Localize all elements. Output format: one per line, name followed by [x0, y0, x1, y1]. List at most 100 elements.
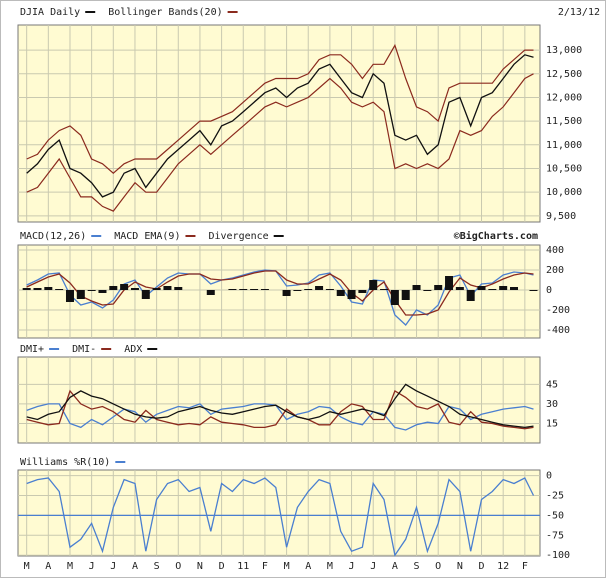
divergence-bar	[510, 287, 519, 290]
series-line	[26, 389, 534, 430]
x-tick-label: J	[370, 561, 376, 572]
x-tick-label: N	[197, 561, 203, 572]
x-tick-label: A	[45, 561, 51, 572]
band-line	[26, 43, 534, 174]
y-tick-label: 10,500	[546, 163, 582, 174]
divergence-bar	[434, 285, 443, 290]
divergence-bar	[109, 286, 118, 290]
divergence-bar	[98, 290, 107, 293]
divergence-bar	[87, 290, 96, 291]
x-tick-label: 11	[237, 561, 249, 572]
plot-area	[17, 24, 541, 223]
x-tick-label: S	[414, 561, 420, 572]
x-tick-label: O	[175, 561, 181, 572]
series-line	[26, 54, 534, 198]
y-tick-label: 11,500	[546, 116, 582, 127]
y-tick-label: 400	[546, 245, 564, 256]
y-tick-label: -25	[546, 490, 564, 501]
divergence-bar	[445, 276, 454, 290]
divergence-bar	[336, 290, 345, 296]
divergence-bar	[130, 288, 139, 290]
x-tick-label: J	[349, 561, 355, 572]
x-tick-label: F	[522, 561, 528, 572]
divergence-bar	[466, 290, 475, 301]
y-tick-label: 200	[546, 265, 564, 276]
divergence-bar	[380, 289, 389, 290]
divergence-bar	[529, 290, 538, 291]
plot-area	[17, 469, 541, 557]
divergence-bar	[390, 290, 399, 305]
divergence-bar	[282, 290, 291, 296]
legend-label: Williams %R(10)	[20, 457, 110, 468]
y-tick-label: 13,000	[546, 45, 582, 56]
date-label: 2/13/12	[558, 7, 600, 18]
credit: ©BigCharts.com	[454, 230, 538, 242]
divergence-bar	[141, 290, 150, 299]
divergence-bar	[152, 288, 161, 290]
divergence-bar	[260, 289, 269, 290]
divergence-bar	[163, 286, 172, 290]
x-tick-label: M	[284, 561, 290, 572]
y-tick-label: -400	[546, 325, 570, 336]
y-tick-label: 12,500	[546, 69, 582, 80]
divergence-bar	[347, 290, 356, 299]
band-line	[26, 73, 534, 212]
y-tick-label: 30	[546, 399, 558, 410]
x-tick-label: A	[132, 561, 138, 572]
x-tick-label: M	[67, 561, 73, 572]
x-tick-label: A	[305, 561, 311, 572]
divergence-bar	[120, 284, 129, 290]
x-tick-label: N	[457, 561, 463, 572]
x-tick-label: O	[435, 561, 441, 572]
x-tick-label: F	[262, 561, 268, 572]
x-tick-label: A	[392, 561, 398, 572]
legend-label: MACD(12,26)	[20, 231, 86, 242]
y-tick-label: 0	[546, 471, 552, 482]
y-tick-label: 9,500	[546, 211, 576, 222]
divergence-bar	[488, 289, 497, 290]
divergence-bar	[44, 287, 53, 290]
y-tick-label: -100	[546, 550, 570, 561]
y-tick-label: 12,000	[546, 92, 582, 103]
legend-label: DMI+	[20, 344, 44, 355]
y-tick-label: 10,000	[546, 187, 582, 198]
divergence-bar	[239, 289, 248, 290]
divergence-bar	[369, 280, 378, 290]
y-tick-label: 45	[546, 379, 558, 390]
legend-label: DJIA Daily	[20, 7, 80, 18]
y-tick-label: -75	[546, 530, 564, 541]
series-line	[26, 383, 534, 429]
divergence-bar	[228, 289, 237, 290]
divergence-bar	[76, 290, 85, 299]
y-tick-label: 0	[546, 285, 552, 296]
x-tick-label: S	[154, 561, 160, 572]
divergence-bar	[250, 289, 259, 290]
legend-label: DMI-	[72, 344, 96, 355]
y-tick-label: 11,000	[546, 140, 582, 151]
divergence-bar	[358, 290, 367, 293]
y-tick-label: -50	[546, 510, 564, 521]
plot-area	[17, 244, 541, 339]
x-tick-label: M	[24, 561, 30, 572]
divergence-bar	[65, 290, 74, 302]
divergence-bar	[423, 290, 432, 291]
x-tick-label: D	[479, 561, 485, 572]
divergence-bar	[315, 286, 324, 290]
divergence-bar	[206, 290, 215, 295]
x-tick-label: 12	[497, 561, 509, 572]
divergence-bar	[33, 288, 42, 290]
x-tick-label: J	[89, 561, 95, 572]
legend-label: Divergence	[208, 231, 268, 242]
divergence-bar	[477, 286, 486, 290]
divergence-bar	[293, 290, 302, 291]
divergence-bar	[174, 287, 183, 290]
divergence-bar	[22, 288, 31, 290]
series-line	[26, 477, 535, 557]
divergence-bar	[412, 285, 421, 290]
x-tick-label: J	[110, 561, 116, 572]
legend-label: MACD EMA(9)	[114, 231, 180, 242]
divergence-bar	[401, 290, 410, 300]
legend-label: ADX	[124, 344, 142, 355]
series-line	[26, 403, 534, 431]
